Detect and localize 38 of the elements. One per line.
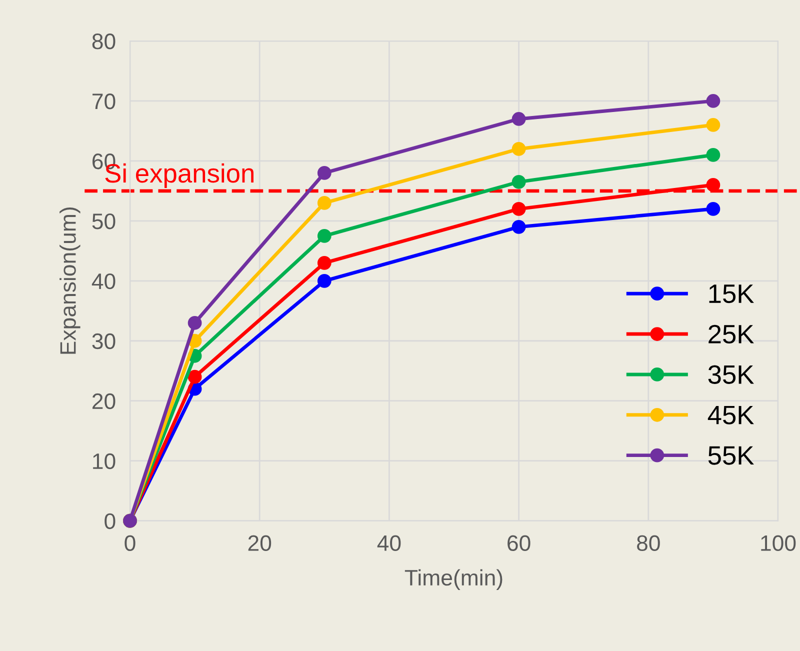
legend-label: 35K	[708, 365, 754, 384]
y-tick-label: 80	[92, 34, 116, 50]
y-tick-label: 50	[92, 213, 116, 230]
point	[512, 220, 526, 234]
y-tick-label: 70	[92, 94, 116, 110]
point	[512, 142, 526, 156]
y-tick-label: 20	[92, 393, 116, 410]
y-axis-title: Expansion(um)	[60, 208, 80, 354]
x-tick-label: 40	[377, 535, 401, 552]
point	[706, 202, 720, 216]
x-tick-label: 80	[637, 535, 660, 552]
point	[706, 148, 720, 162]
x-axis-title: Time(min)	[404, 569, 502, 590]
point	[317, 196, 332, 210]
x-tick-label: 20	[248, 535, 272, 552]
x-tick-label: 0	[124, 535, 136, 552]
point	[317, 274, 332, 288]
point	[512, 175, 526, 189]
point	[188, 370, 202, 384]
point	[188, 316, 202, 330]
legend-label: 15K	[709, 284, 754, 304]
x-tick-label: 60	[508, 535, 530, 552]
point	[706, 94, 720, 108]
x-tick-label: 100	[761, 535, 796, 552]
point	[512, 202, 526, 216]
point	[512, 112, 526, 126]
y-tick-label: 10	[93, 453, 116, 470]
point	[706, 118, 720, 132]
legend-label: 45K	[708, 406, 754, 424]
point	[317, 228, 332, 243]
y-tick-label: 0	[104, 513, 116, 530]
point	[317, 166, 332, 180]
legend-label: 25K	[708, 324, 754, 344]
y-tick-label: 30	[92, 333, 116, 350]
legend-label: 55K	[708, 446, 754, 465]
point	[317, 256, 332, 270]
y-tick-label: 40	[92, 273, 116, 290]
point	[706, 178, 720, 192]
